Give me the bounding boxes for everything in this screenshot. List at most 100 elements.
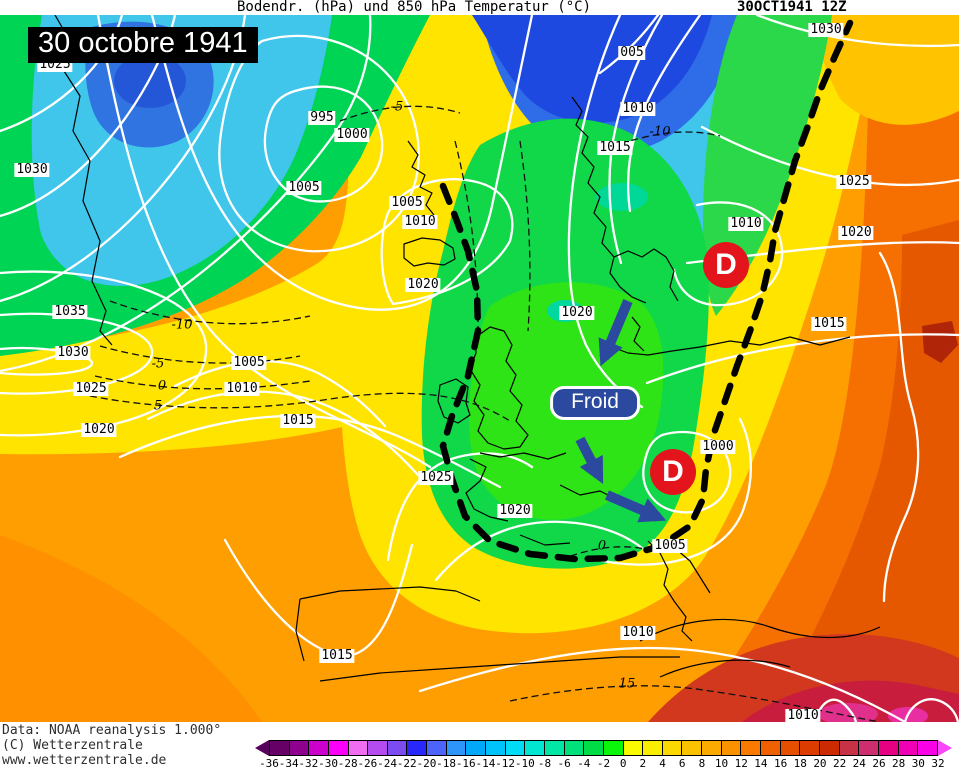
colorbar-cell: [525, 740, 545, 756]
pressure-label: 1005: [231, 355, 267, 370]
pressure-label: 1025: [73, 381, 109, 396]
colorbar-tick: 32: [931, 757, 945, 770]
colorbar-cell: [819, 740, 840, 756]
colorbar-cell: [564, 740, 585, 756]
attribution-line-3: www.wetterzentrale.de: [2, 753, 167, 768]
colorbar-right-arrow-icon: [938, 740, 952, 756]
colorbar-cell: [289, 740, 310, 756]
colorbar-tick: -26: [357, 757, 378, 770]
colorbar-tick: 12: [734, 757, 748, 770]
pressure-label: 995: [308, 110, 336, 125]
colorbar-tick: 0: [619, 757, 627, 770]
colorbar-cell: [859, 740, 879, 756]
pressure-label: 1020: [559, 305, 595, 320]
footer: Data: NOAA reanalysis 1.000° (C) Wetterz…: [0, 722, 959, 770]
colorbar-cell: [918, 740, 938, 756]
colorbar-cell: [348, 740, 369, 756]
pressure-label: 1005: [652, 538, 688, 553]
pressure-label: 1000: [700, 439, 736, 454]
colorbar-cell: [309, 740, 329, 756]
colorbar-cell: [643, 740, 663, 756]
low-pressure-marker: D: [650, 449, 696, 495]
colorbar-cell: [544, 740, 565, 756]
colorbar-tick: 14: [754, 757, 768, 770]
pressure-label: 1010: [620, 625, 656, 640]
pressure-label: 1015: [280, 413, 316, 428]
colorbar-tick: -10: [514, 757, 535, 770]
pressure-label: 1020: [81, 422, 117, 437]
colorbar-cell: [721, 740, 742, 756]
pressure-label: 1010: [785, 708, 821, 723]
coastlines: [54, 15, 881, 682]
pressure-label: 1025: [418, 470, 454, 485]
colorbar-cells: [269, 740, 938, 756]
colorbar-tick: 24: [852, 757, 866, 770]
temperature-label: 0: [157, 378, 167, 394]
colorbar-tick: -8: [537, 757, 552, 770]
map-canvas: 1025 1030 1035 1030 1025 1020 1005 1010 1015 995 1…: [0, 15, 959, 723]
date-annotation-box: 30 octobre 1941: [28, 27, 258, 63]
colorbar-cell: [466, 740, 487, 756]
colorbar-tick: -30: [318, 757, 338, 770]
colorbar-tick: -20: [416, 757, 437, 770]
temperature-label: -5: [151, 356, 165, 372]
colorbar-tick: 4: [659, 757, 666, 770]
colorbar-cell: [878, 740, 899, 756]
cold-annotation-box: Froid: [550, 386, 640, 420]
colorbar-tick: -24: [377, 757, 397, 770]
colorbar-tick: 28: [892, 757, 906, 770]
colorbar-cell: [269, 740, 290, 756]
pressure-label: 1005: [286, 180, 322, 195]
attribution-line-2: (C) Wetterzentrale: [2, 738, 143, 753]
colorbar-tick: 22: [832, 757, 847, 770]
colorbar-cell: [407, 740, 428, 756]
colorbar-cell: [839, 740, 860, 756]
cold-arrow: [598, 299, 633, 367]
attribution: Data: NOAA reanalysis 1.000° (C) Wetterz…: [2, 723, 221, 768]
map-datetime: 30OCT1941 12Z: [737, 0, 847, 15]
colorbar-tick: -14: [475, 757, 496, 770]
colorbar-cell: [328, 740, 349, 756]
colorbar-cell: [741, 740, 762, 756]
low-pressure-marker: D: [703, 242, 749, 288]
colorbar-cell: [761, 740, 781, 756]
cold-air-outline: [439, 19, 854, 563]
colorbar-cell: [446, 740, 467, 756]
cold-arrow: [605, 490, 667, 523]
temperature-label: 5: [153, 398, 163, 414]
temperature-colorbar: -36 -34 -32 -30 -28 -26 -24 -22 -20 -18 -16 -14 -12-…: [255, 740, 955, 770]
colorbar-tick: -2: [596, 757, 611, 770]
cold-arrows: [575, 299, 667, 523]
pressure-label: 1015: [811, 316, 847, 331]
colorbar-cell: [800, 740, 820, 756]
pressure-label: 1015: [597, 140, 633, 155]
pressure-label: 1025: [836, 174, 872, 189]
colorbar-tick: 30: [911, 757, 925, 770]
colorbar-tick: 18: [793, 757, 807, 770]
colorbar-tick: -18: [436, 757, 457, 770]
pressure-label: 1030: [14, 162, 50, 177]
colorbar-tick: 8: [698, 757, 706, 770]
pressure-label: 1030: [808, 22, 844, 37]
colorbar-left-arrow-icon: [255, 740, 269, 756]
temperature-label: -10: [649, 124, 671, 140]
colorbar-cell: [387, 740, 408, 756]
colorbar-tick: -6: [557, 757, 571, 770]
pressure-label: 1020: [838, 225, 874, 240]
pressure-label: 1020: [497, 503, 533, 518]
colorbar-tick: -34: [278, 757, 299, 770]
attribution-line-1: Data: NOAA reanalysis 1.000°: [2, 723, 222, 738]
colorbar-cell: [623, 740, 644, 756]
colorbar-tick: 16: [773, 757, 788, 770]
colorbar-tick: 2: [639, 757, 647, 770]
pressure-label: 1010: [620, 101, 656, 116]
temperature-label: -10: [171, 317, 193, 333]
map-title: Bodendr. (hPa) und 850 hPa Temperatur (°…: [237, 0, 592, 15]
pressure-label: 1010: [402, 214, 438, 229]
colorbar-cell: [702, 740, 722, 756]
pressure-label: 1035: [52, 304, 88, 319]
colorbar-tick: 6: [678, 757, 686, 770]
pressure-label: 1010: [224, 381, 260, 396]
colorbar-tick: -22: [396, 757, 417, 770]
